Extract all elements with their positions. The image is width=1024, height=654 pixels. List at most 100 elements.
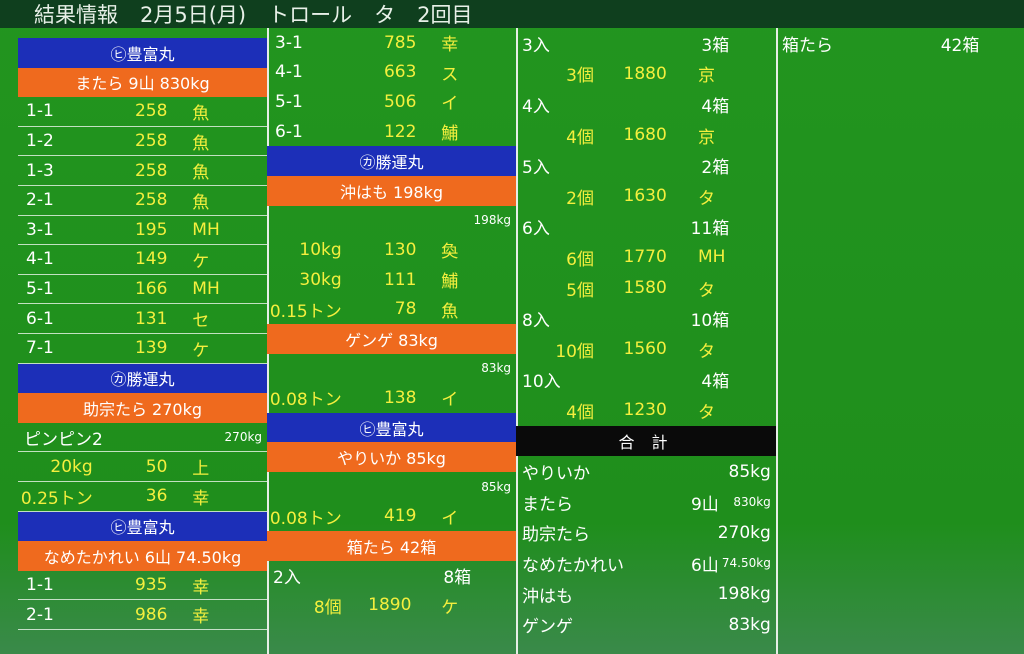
cell-text: 20kg xyxy=(50,456,93,477)
cell-text: 270kg xyxy=(717,522,771,543)
cell-text: タ xyxy=(698,188,715,209)
cell-text: 258 xyxy=(134,190,168,211)
cell-text: 5入 xyxy=(522,158,550,179)
cell-text: 1560 xyxy=(623,339,667,360)
cell-text: ピンピン2 xyxy=(24,429,103,450)
cell-text: 85kg xyxy=(481,479,512,494)
cell-text: 83kg xyxy=(728,614,771,635)
cell-text: 663 xyxy=(383,62,417,83)
cell-text: 7-1 xyxy=(26,338,54,359)
cell-text: 6山 xyxy=(690,555,719,576)
total-head-bar: 合 計 xyxy=(516,425,776,457)
title-part: 2月5日(月) xyxy=(140,3,247,27)
lot-bar: 箱たら 42箱 xyxy=(267,531,516,561)
title-part: 結果情報 xyxy=(34,3,118,27)
cell-text: 83kg xyxy=(481,361,512,376)
cell-text: 幸 xyxy=(192,607,210,628)
cell-text: 11箱 xyxy=(690,219,730,240)
cell-text: 258 xyxy=(134,101,168,122)
weight-item-row: 10kg 130 奐 xyxy=(267,235,516,265)
total-row: やりいか 85kg xyxy=(516,456,776,487)
title-part: タ xyxy=(374,3,396,27)
cell-text: 10kg xyxy=(299,239,342,260)
cell-text: 785 xyxy=(383,32,417,53)
cell-text: 4-1 xyxy=(26,249,54,270)
cell-text: 3個 xyxy=(566,66,594,87)
cell-text: 3箱 xyxy=(701,35,730,56)
pack-row: 2入 8箱 xyxy=(267,561,516,591)
ship-bar: ㋪豊富丸 xyxy=(18,511,267,542)
note-row: ピンピン2 270kg xyxy=(18,423,267,453)
lot-item-row: 6-1 131 セ xyxy=(18,304,267,334)
cell-text: 鯆 xyxy=(441,272,459,293)
cell-text: 2-1 xyxy=(26,604,54,625)
cell-text: MH xyxy=(192,279,220,300)
lot-item-row: 3-1 785 幸 xyxy=(267,28,516,58)
cell-text: 助宗たら xyxy=(522,525,590,546)
cell-text: 1-1 xyxy=(26,575,54,596)
count-item-row: 4個 1680 京 xyxy=(516,120,776,151)
cell-text: 50 xyxy=(145,456,168,477)
cell-text: 258 xyxy=(134,131,168,152)
cell-text: 奐 xyxy=(441,242,459,263)
cell-text: 1-2 xyxy=(26,131,54,152)
cell-text: 3-1 xyxy=(275,32,303,53)
cell-text: 986 xyxy=(134,604,168,625)
title-part: 2回目 xyxy=(417,3,473,27)
cell-text: 5-1 xyxy=(275,91,303,112)
count-item-row: 10個 1560 タ xyxy=(516,334,776,365)
cell-text: 258 xyxy=(134,160,168,181)
cell-text: 1680 xyxy=(623,125,667,146)
cell-text: ゲンゲ xyxy=(522,617,573,638)
lot-bar: 助宗たら 270kg xyxy=(18,393,267,423)
total-row: またら 9山 830kg xyxy=(516,487,776,518)
cell-text: 1580 xyxy=(623,278,667,299)
cell-text: 1-1 xyxy=(26,101,54,122)
lot-item-row: 7-1 139 ケ xyxy=(18,334,267,364)
cell-text: MH xyxy=(192,219,220,240)
cell-text: 74.50kg xyxy=(721,556,771,571)
cell-text: 8入 xyxy=(522,311,550,332)
lot-bar: ゲンゲ 83kg xyxy=(267,324,516,354)
title-part: トロール xyxy=(268,3,353,27)
cell-text: 鯆 xyxy=(441,124,459,145)
count-item-row: 6個 1770 MH xyxy=(516,242,776,273)
cell-text: 830kg xyxy=(733,495,771,510)
lot-item-row: 1-1 935 幸 xyxy=(18,571,267,601)
cell-text: 166 xyxy=(134,279,168,300)
ship-bar: ㋕勝運丸 xyxy=(18,363,267,394)
cell-text: 8個 xyxy=(313,597,342,618)
cell-text: 京 xyxy=(698,66,715,87)
cell-text: 1770 xyxy=(623,247,667,268)
cell-text: 1230 xyxy=(623,400,667,421)
lot-bar: やりいか 85kg xyxy=(267,442,516,472)
cell-text: 0.08トン xyxy=(269,508,342,529)
cell-text: 1-3 xyxy=(26,160,54,181)
cell-text: 6入 xyxy=(522,219,550,240)
cell-text: イ xyxy=(441,94,459,115)
count-item-row: 4個 1230 タ xyxy=(516,395,776,426)
cell-text: 0.15トン xyxy=(269,301,342,322)
lot-item-row: 1-2 258 魚 xyxy=(18,127,267,157)
cell-text: イ xyxy=(441,390,459,411)
cell-text: 10入 xyxy=(522,372,561,393)
pack-row: 5入 2箱 xyxy=(516,150,776,181)
cell-text: タ xyxy=(698,280,715,301)
cell-text: 0.25トン xyxy=(20,488,93,509)
lot-item-row: 5-1 506 イ xyxy=(267,87,516,117)
lot-item-row: 6-1 122 鯆 xyxy=(267,117,516,147)
column: 3-1 785 幸 4-1 663 ス 5-1 506 イ 6-1 122 鯆㋕勝運丸 沖はも 198k… xyxy=(267,28,518,654)
count-item-row: 5個 1580 タ xyxy=(516,273,776,304)
column: ㋪豊富丸 またら 9山 830kg 1-1 258 魚 1-2 258 魚 1-3 258 魚 2-1… xyxy=(18,28,269,654)
cell-text: 幸 xyxy=(192,488,210,509)
lot-item-row: 4-1 663 ス xyxy=(267,58,516,88)
total-row: 沖はも 198kg xyxy=(516,579,776,610)
cell-text: 0.08トン xyxy=(269,390,342,411)
cell-text: 4個 xyxy=(566,402,594,423)
cell-text: 魚 xyxy=(192,133,210,154)
note-row: 198kg xyxy=(267,206,516,236)
cell-text: 198kg xyxy=(717,584,771,605)
cell-text: 3-1 xyxy=(26,219,54,240)
cell-text: 85kg xyxy=(728,461,771,482)
cell-text: 111 xyxy=(383,269,417,290)
